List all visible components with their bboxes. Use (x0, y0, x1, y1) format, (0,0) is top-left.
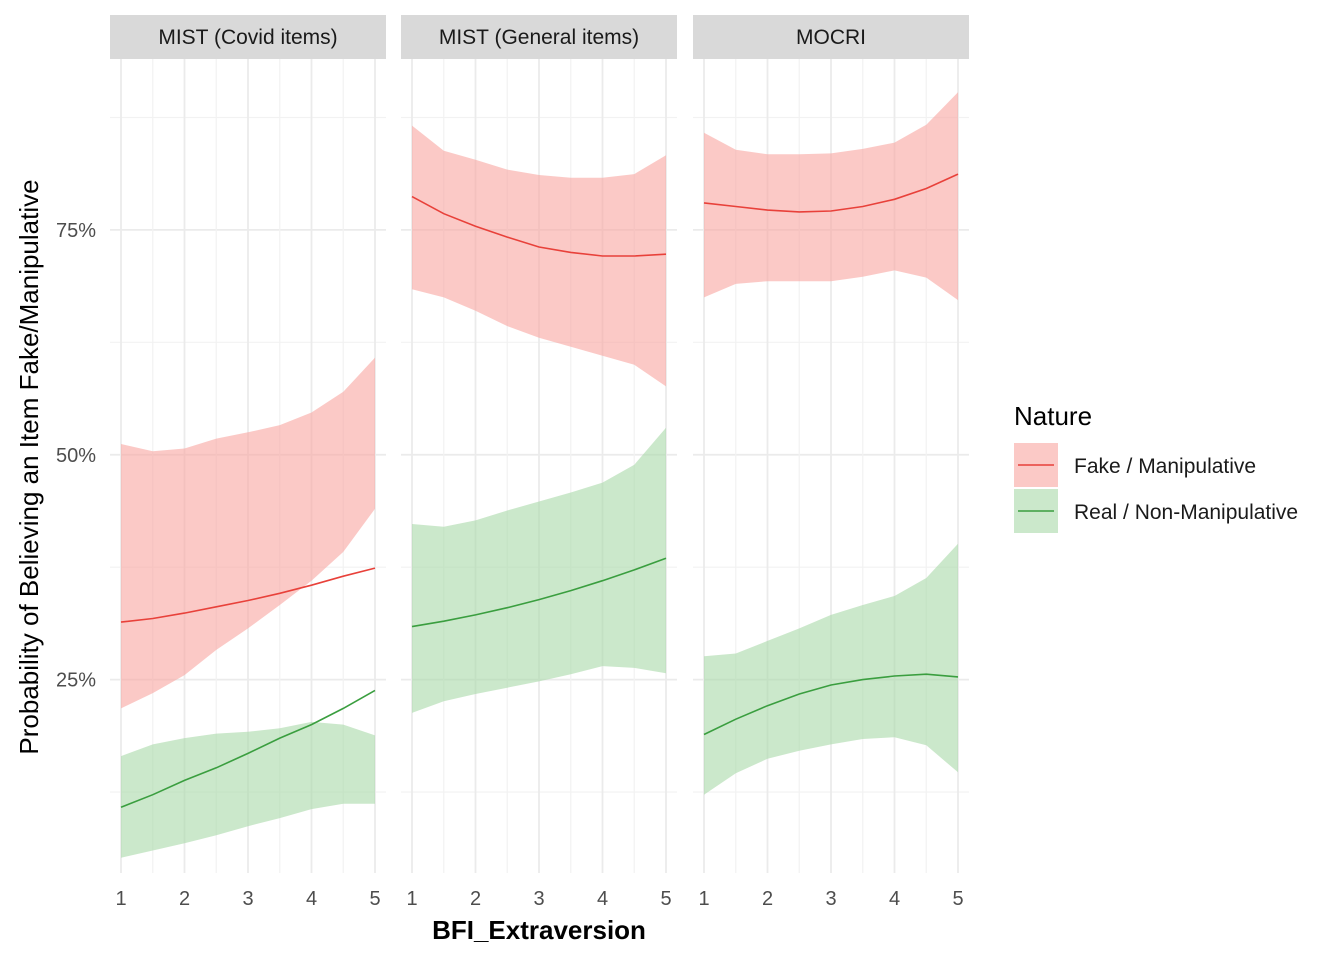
y-tick-label: 50% (56, 445, 96, 467)
legend-item-real: Real / Non-Manipulative (1014, 489, 1298, 533)
ribbon-fake (704, 92, 958, 301)
x-tick-label: 1 (115, 888, 126, 910)
y-axis-title: Probability of Believing an Item Fake/Ma… (14, 179, 44, 754)
legend-label: Fake / Manipulative (1074, 455, 1256, 478)
x-axis-title: BFI_Extraversion (432, 915, 646, 945)
legend-title: Nature (1014, 401, 1092, 431)
facet-strip (401, 15, 677, 59)
ribbon-fake (412, 125, 666, 387)
x-tick-label: 2 (179, 888, 190, 910)
y-tick-label: 25% (56, 670, 96, 692)
facet-strip-label: MOCRI (796, 26, 866, 49)
panel-mocri: MOCRI 1 2 3 4 5 (693, 15, 969, 910)
x-tick-label: 1 (406, 888, 417, 910)
line-fake (411, 195, 667, 257)
facet-strip-label: MIST (Covid items) (158, 26, 337, 49)
x-tick-label: 4 (889, 888, 900, 910)
x-tick-label: 3 (825, 888, 836, 910)
x-tick-label: 5 (369, 888, 380, 910)
legend: Nature Fake / Manipulative Real / Non-Man… (1014, 401, 1298, 533)
line-real (703, 673, 959, 736)
x-tick-label: 2 (470, 888, 481, 910)
ribbon-fake (121, 357, 375, 709)
x-tick-label: 2 (762, 888, 773, 910)
line-real (120, 689, 376, 809)
x-tick-label: 3 (242, 888, 253, 910)
x-tick-label: 5 (660, 888, 671, 910)
line-fake (703, 173, 959, 213)
x-tick-label: 5 (952, 888, 963, 910)
x-tick-label: 1 (698, 888, 709, 910)
x-tick-label: 4 (597, 888, 608, 910)
legend-label: Real / Non-Manipulative (1074, 501, 1298, 524)
y-axis: 25% 50% 75% (56, 220, 96, 692)
panel-mist-general-items: MIST (General items) 1 2 3 4 5 (401, 15, 677, 910)
x-tick-label: 4 (306, 888, 317, 910)
facet-strip-label: MIST (General items) (439, 26, 639, 49)
ribbon-real (412, 427, 666, 713)
facet-strip (693, 15, 969, 59)
panel-mist-covid-items: MIST (Covid items) 1 2 3 4 5 (110, 15, 386, 910)
line-fake (120, 567, 376, 623)
legend-item-fake: Fake / Manipulative (1014, 443, 1256, 487)
x-tick-label: 3 (533, 888, 544, 910)
ribbon-real (704, 543, 958, 795)
y-tick-label: 75% (56, 220, 96, 242)
line-real (411, 557, 667, 628)
facet-strip (110, 15, 386, 59)
ribbon-real (121, 721, 375, 858)
